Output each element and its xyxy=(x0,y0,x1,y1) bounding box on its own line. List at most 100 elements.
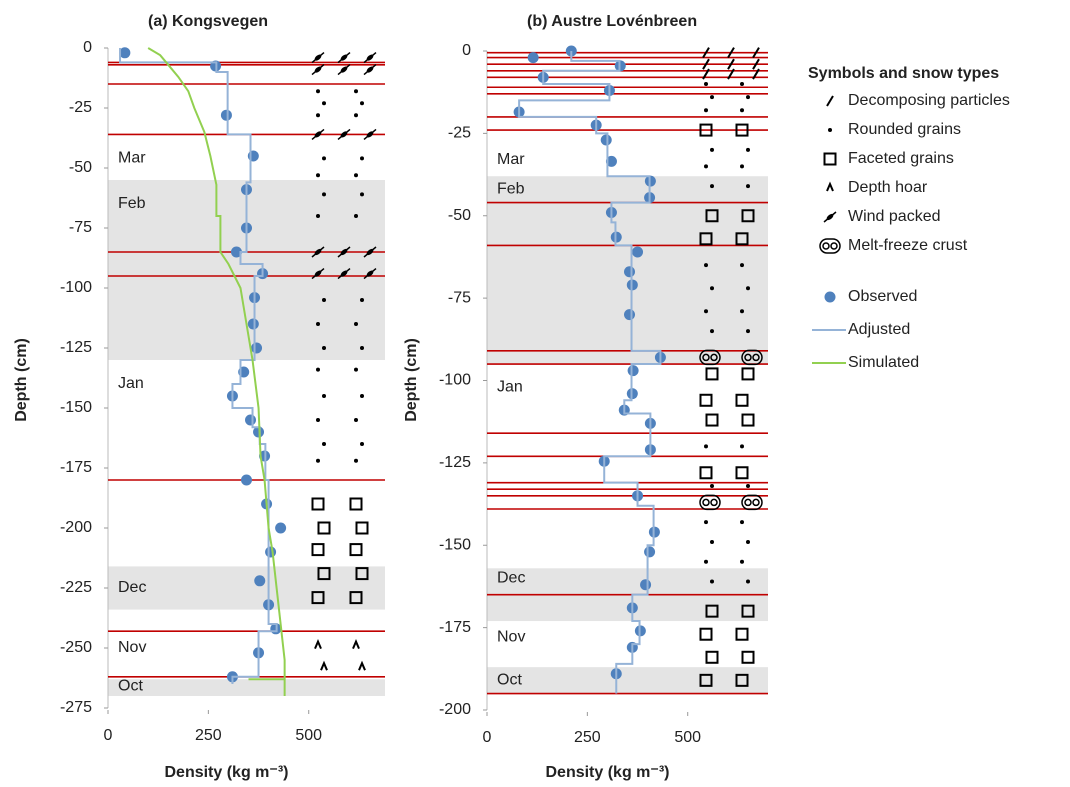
x-tick-label: 0 xyxy=(483,729,492,746)
melt-symbol xyxy=(752,353,760,362)
snow-symbol xyxy=(704,263,708,268)
snow-symbol xyxy=(704,559,708,564)
snow-symbol xyxy=(826,95,834,107)
snow-symbol xyxy=(752,58,760,70)
snow-symbol xyxy=(699,627,713,641)
rounded-symbol xyxy=(354,322,358,326)
snow-symbol xyxy=(741,604,755,618)
snow-symbol xyxy=(740,444,744,449)
snow-symbol xyxy=(819,238,841,254)
hoar-symbol xyxy=(826,181,834,192)
faceted-symbol xyxy=(741,413,755,427)
snow-symbol xyxy=(316,89,320,94)
snow-symbol xyxy=(828,128,832,132)
observed-point xyxy=(632,246,644,258)
snow-symbol xyxy=(735,627,749,641)
rounded-symbol xyxy=(710,184,714,189)
snow-symbol xyxy=(735,232,749,246)
observed-point xyxy=(627,365,639,377)
snow-symbol xyxy=(311,591,325,605)
hoar-symbol xyxy=(320,660,328,671)
faceted-symbol xyxy=(741,209,755,223)
rounded-symbol xyxy=(704,263,708,268)
melt-symbol xyxy=(710,498,718,507)
faceted-symbol xyxy=(741,650,755,664)
snow-symbol xyxy=(740,164,744,169)
y-tick-label: -250 xyxy=(60,639,92,656)
snow-symbol xyxy=(710,539,714,544)
month-band xyxy=(108,566,385,610)
rounded-symbol xyxy=(354,89,358,94)
faceted-symbol xyxy=(705,367,719,381)
y-tick-label: -25 xyxy=(69,99,92,116)
snow-symbol xyxy=(740,263,744,268)
snow-symbol xyxy=(354,173,358,178)
month-band xyxy=(487,667,768,694)
snow-symbol xyxy=(316,367,320,372)
y-tick-label: -200 xyxy=(60,519,92,536)
snow-symbol xyxy=(316,322,320,326)
snow-symbol xyxy=(746,184,750,189)
melt-symbol xyxy=(699,494,721,511)
faceted-symbol xyxy=(741,367,755,381)
y-tick-label: -125 xyxy=(439,454,471,471)
snow-symbol xyxy=(740,81,744,86)
month-band xyxy=(108,679,385,696)
snow-symbol xyxy=(354,458,358,463)
faceted-symbol xyxy=(311,543,325,557)
wind-symbol xyxy=(314,66,322,73)
snow-symbol xyxy=(746,286,750,291)
snow-symbol xyxy=(311,64,325,76)
decomposing-symbol xyxy=(752,47,760,59)
wind-symbol xyxy=(366,270,374,277)
faceted-symbol xyxy=(355,521,369,535)
y-tick-label: -200 xyxy=(439,701,471,718)
snow-symbol xyxy=(354,367,358,372)
snow-symbol xyxy=(322,442,326,446)
snow-symbol xyxy=(741,367,755,381)
melt-symbol xyxy=(741,349,763,366)
snow-symbol xyxy=(349,543,363,557)
snow-symbol xyxy=(337,64,351,76)
melt-symbol xyxy=(744,498,752,507)
x-tick-label: 0 xyxy=(104,727,113,744)
snow-symbol xyxy=(735,466,749,480)
snow-symbol xyxy=(317,521,331,535)
faceted-symbol xyxy=(317,521,331,535)
rounded-symbol xyxy=(828,128,832,132)
faceted-symbol xyxy=(355,567,369,581)
rounded-symbol xyxy=(354,214,358,218)
snow-symbol xyxy=(316,418,320,422)
snow-symbol xyxy=(727,47,735,59)
rounded-symbol xyxy=(704,444,708,449)
snow-symbol xyxy=(322,101,326,106)
legend-marker xyxy=(824,291,836,303)
y-tick-label: -275 xyxy=(60,699,92,716)
decomposing-symbol xyxy=(727,58,735,70)
rounded-symbol xyxy=(360,346,364,350)
hoar-symbol xyxy=(352,639,360,649)
y-tick-label: -50 xyxy=(69,159,92,176)
snow-symbol xyxy=(311,246,325,258)
rounded-symbol xyxy=(360,442,364,446)
rounded-symbol xyxy=(360,394,364,398)
snow-symbol xyxy=(337,52,351,64)
snow-symbol xyxy=(360,442,364,446)
y-tick-label: -100 xyxy=(60,279,92,296)
snow-symbol xyxy=(741,413,755,427)
snow-symbol xyxy=(354,89,358,94)
rounded-symbol xyxy=(746,579,750,584)
snow-symbol xyxy=(741,650,755,664)
melt-symbol xyxy=(710,353,718,362)
snow-legend-label: Decomposing particles xyxy=(848,92,1010,109)
y-tick-label: -175 xyxy=(439,619,471,636)
snow-symbol xyxy=(826,181,834,192)
wind-symbol xyxy=(340,54,348,61)
decomposing-symbol xyxy=(727,47,735,59)
snow-symbol xyxy=(699,232,713,246)
x-axis-title: Density (kg m⁻³) xyxy=(545,764,669,781)
melt-symbol xyxy=(699,349,721,366)
y-axis-title: Depth (cm) xyxy=(13,338,30,422)
snow-symbol xyxy=(746,329,750,334)
